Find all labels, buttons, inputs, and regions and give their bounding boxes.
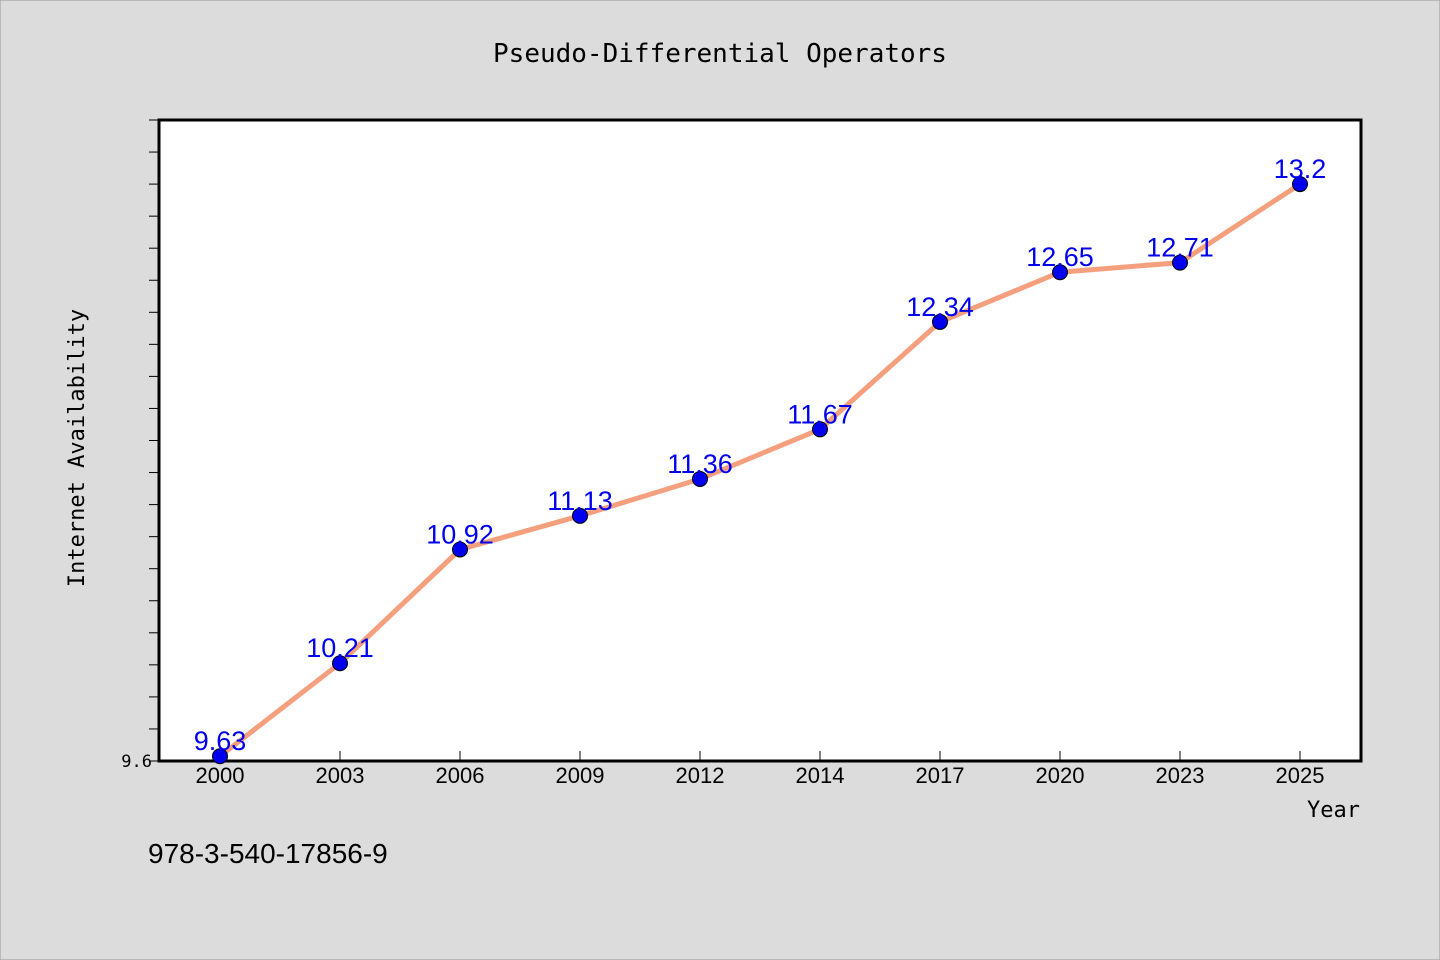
- data-label: 12.65: [1026, 242, 1094, 272]
- data-point: [812, 421, 828, 438]
- data-point: [692, 470, 708, 487]
- data-label: 10.21: [306, 633, 374, 663]
- data-point: [572, 507, 588, 524]
- y-minor-ticks: [149, 119, 159, 762]
- isbn-footer: 978-3-540-17856-9: [148, 838, 388, 869]
- data-point: [1292, 176, 1308, 193]
- x-tick-label: 2023: [1156, 763, 1205, 788]
- x-axis-label: Year: [1307, 798, 1360, 823]
- data-label: 12.34: [906, 292, 974, 322]
- data-label: 11.13: [547, 486, 613, 516]
- data-point: [1052, 264, 1068, 281]
- chart-title: Pseudo-Differential Operators: [493, 39, 947, 69]
- x-tick-label: 2003: [316, 763, 365, 788]
- x-tick-label: 2025: [1276, 763, 1325, 788]
- x-tick-label: 2009: [556, 763, 605, 788]
- data-label: 11.36: [667, 449, 733, 479]
- x-tick-label: 2006: [436, 763, 485, 788]
- y-tick-label-min: 9.6: [121, 752, 152, 772]
- data-label: 12.71: [1146, 233, 1214, 263]
- x-tick-labels: 2000 2003 2006 2009 2012 2014 2017 2020 2023 2025: [196, 763, 1325, 788]
- y-axis-label: Internet Availability: [65, 309, 90, 587]
- data-point: [1172, 254, 1188, 271]
- data-label: 9.63: [194, 726, 247, 756]
- data-point: [932, 313, 948, 330]
- data-labels: 9.63 10.21 10.92 11.13 11.36 11.67 12.34 12.65 1…: [194, 154, 1327, 756]
- series-line-group: [217, 181, 1303, 759]
- data-point: [452, 541, 468, 558]
- x-tick-label: 2014: [796, 763, 845, 788]
- series-line: [217, 181, 1303, 759]
- x-tick-label: 2000: [196, 763, 245, 788]
- data-label: 13.2: [1274, 154, 1327, 184]
- plot-area: [157, 118, 1363, 763]
- data-label: 10.92: [426, 519, 494, 549]
- data-point: [212, 748, 228, 765]
- x-tick-label: 2012: [676, 763, 725, 788]
- x-tick-label: 2017: [916, 763, 965, 788]
- data-label: 11.67: [787, 399, 853, 429]
- data-point: [332, 655, 348, 672]
- series-markers: [212, 176, 1308, 765]
- x-tick-label: 2020: [1036, 763, 1085, 788]
